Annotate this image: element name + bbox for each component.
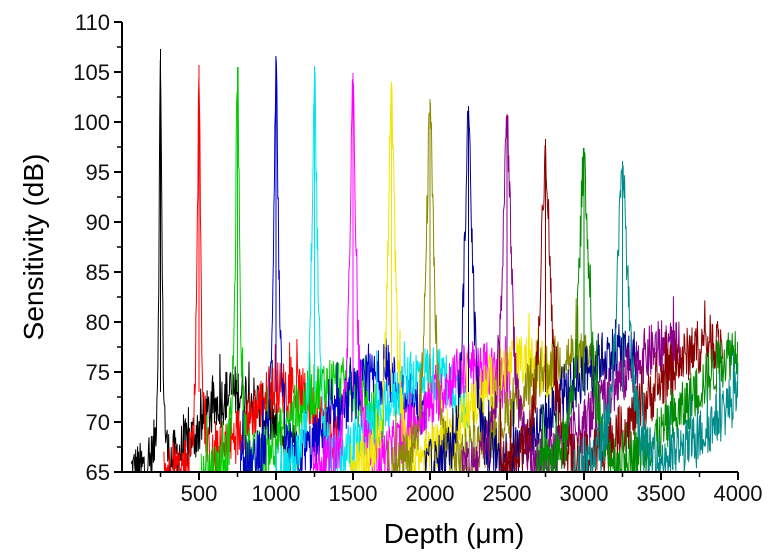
x-tick-label: 1500 <box>329 481 378 506</box>
y-tick-label: 85 <box>86 260 110 285</box>
y-tick-label: 100 <box>73 110 110 135</box>
series-line-12 <box>536 147 739 473</box>
ticks-layer: 65 70 75 80 85 90 95 100 105 110 500 1000 1500 2000 25… <box>73 10 762 506</box>
series-line-10 <box>461 114 681 473</box>
x-tick-label: 2500 <box>483 481 532 506</box>
series-line-3 <box>200 67 384 473</box>
x-tick-label: 500 <box>181 481 218 506</box>
series-line-11 <box>499 139 723 473</box>
y-tick-label: 95 <box>86 160 110 185</box>
series-line-1 <box>130 49 300 473</box>
y-tick-label: 70 <box>86 410 110 435</box>
series-layer <box>130 49 739 473</box>
y-tick-label: 90 <box>86 210 110 235</box>
x-tick-label: 1000 <box>252 481 301 506</box>
x-tick-label: 2000 <box>406 481 455 506</box>
y-tick-label: 110 <box>75 10 110 35</box>
y-axis-title: Sensitivity (dB) <box>18 154 49 341</box>
x-tick-label: 3500 <box>637 481 686 506</box>
series-line-4 <box>238 56 427 473</box>
y-tick-label: 75 <box>86 360 110 385</box>
y-tick-label: 80 <box>86 310 110 335</box>
series-line-7 <box>350 82 554 473</box>
x-tick-label: 3000 <box>560 481 609 506</box>
y-tick-label: 65 <box>86 460 110 485</box>
series-line-13 <box>573 161 739 473</box>
x-axis-title: Depth (μm) <box>384 518 525 549</box>
y-tick-label: 105 <box>73 60 110 85</box>
x-tick-label: 4000 <box>714 481 763 506</box>
